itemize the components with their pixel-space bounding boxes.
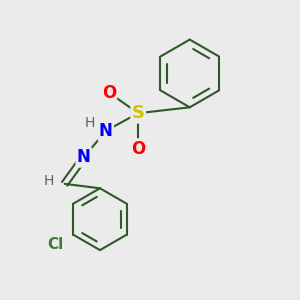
- Text: O: O: [131, 140, 145, 158]
- Text: N: N: [99, 122, 113, 140]
- Text: N: N: [77, 148, 91, 166]
- Text: Cl: Cl: [47, 238, 63, 253]
- Text: H: H: [85, 116, 95, 130]
- Text: S: S: [132, 104, 145, 122]
- Text: H: H: [43, 174, 54, 188]
- Text: O: O: [102, 84, 116, 102]
